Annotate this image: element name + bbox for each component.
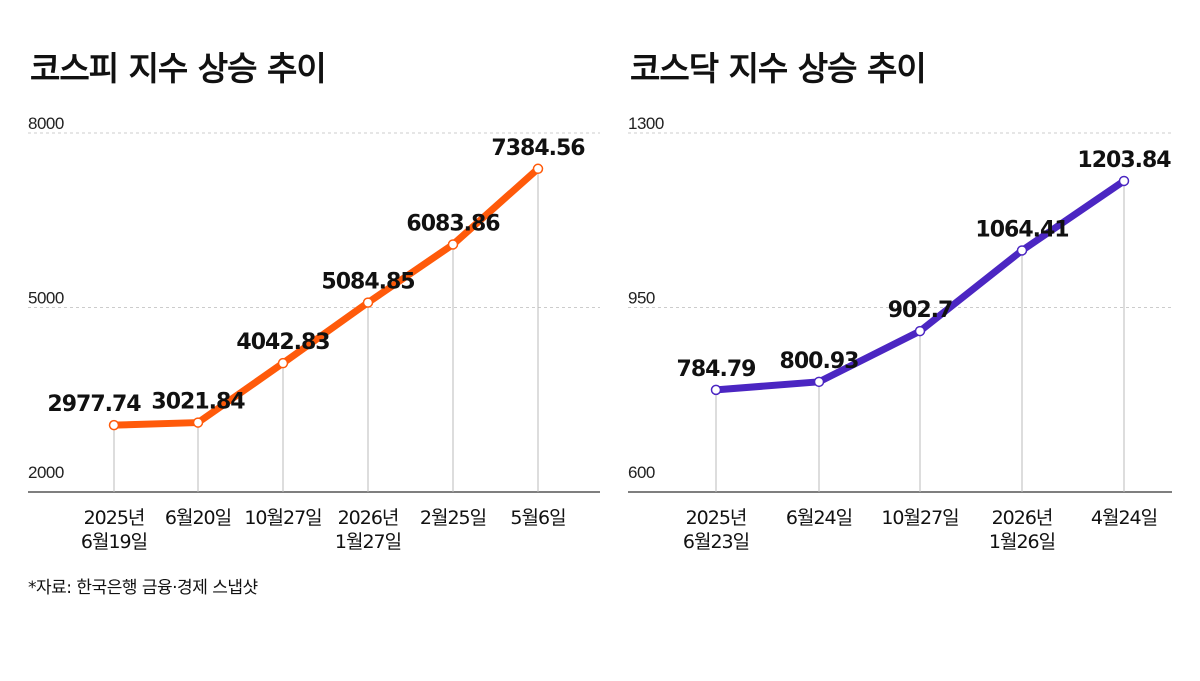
x-tick-label: 10월27일: [881, 507, 958, 529]
x-tick-label: 5월6일: [510, 507, 565, 529]
x-tick-label: 6월20일: [165, 507, 231, 529]
data-point: [447, 239, 459, 250]
series-line: [110, 165, 542, 429]
data-point: [813, 376, 825, 388]
data-label: 6083.86: [406, 211, 500, 236]
x-tick-label: 10월27일: [244, 507, 321, 529]
data-point: [532, 163, 544, 175]
x-tick-label: 1월27일: [335, 531, 401, 553]
y-tick-label: 5000: [28, 289, 64, 308]
data-point: [277, 357, 289, 369]
data-label: 902.7: [888, 298, 953, 323]
source-note: *자료: 한국은행 금융·경제 스냅샷: [28, 578, 258, 598]
x-tick-label: 2025년: [84, 507, 145, 529]
y-tick-label: 950: [628, 289, 655, 308]
data-label: 7384.56: [491, 136, 585, 161]
data-point: [710, 384, 722, 396]
x-tick-label: 4월24일: [1091, 507, 1157, 529]
x-tick-label: 2월25일: [420, 507, 486, 529]
data-point: [1016, 245, 1028, 256]
kospi-line-chart: 8000 5000 2000 2977.74 3021.84 4042.83 5084.85…: [28, 114, 600, 553]
x-tick-label: 1월26일: [989, 531, 1055, 553]
data-label: 2977.74: [47, 392, 141, 417]
x-tick-label: 2026년: [338, 507, 399, 529]
data-label: 3021.84: [151, 390, 245, 415]
x-tick-label: 6월23일: [683, 531, 749, 553]
data-point: [192, 417, 204, 428]
data-label: 800.93: [780, 349, 859, 374]
x-tick-label: 2025년: [686, 507, 747, 529]
y-tick-label: 8000: [28, 114, 64, 133]
data-label: 5084.85: [321, 270, 414, 295]
kosdaq-line-chart: 1300 950 600 784.79 800.93 902.7 1064.41 1203.8…: [628, 114, 1172, 553]
y-tick-label: 1300: [628, 114, 664, 133]
data-point: [362, 297, 374, 308]
kosdaq-chart-title: 코스닥 지수 상승 추이: [630, 49, 927, 88]
data-label: 4042.83: [236, 330, 329, 355]
data-point: [1118, 175, 1130, 187]
x-tick-label: 6월24일: [786, 507, 852, 529]
y-tick-label: 600: [628, 463, 655, 482]
x-tick-label: 6월19일: [81, 531, 147, 553]
data-point: [914, 325, 926, 337]
data-label: 1203.84: [1077, 148, 1171, 173]
y-tick-label: 2000: [28, 463, 64, 482]
data-point: [108, 419, 120, 431]
data-label: 1064.41: [975, 217, 1068, 242]
x-tick-label: 2026년: [992, 507, 1053, 529]
kospi-chart-title: 코스피 지수 상승 추이: [30, 49, 327, 88]
data-label: 784.79: [677, 357, 756, 382]
